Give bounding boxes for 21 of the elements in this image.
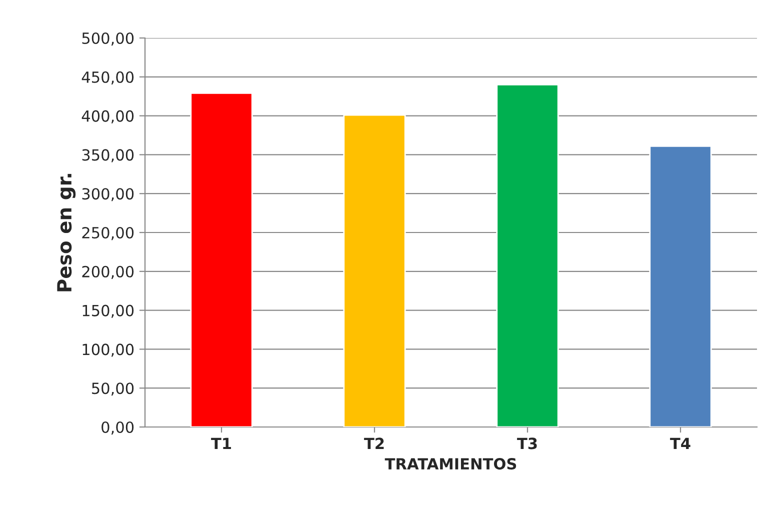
x-tick-label: T4 <box>670 438 690 450</box>
y-tick-label: 400,00 <box>82 110 134 124</box>
bar <box>649 145 712 427</box>
y-tick-label: 200,00 <box>82 266 134 279</box>
y-tick-label: 50,00 <box>92 382 134 396</box>
y-tick-label: 500,00 <box>82 32 134 46</box>
x-tick-label: T1 <box>211 438 231 450</box>
y-tick-label: 0,00 <box>102 421 134 435</box>
y-tick-label: 300,00 <box>82 188 134 202</box>
x-axis-title: TRATAMIENTOS <box>384 458 516 470</box>
y-tick-label: 100,00 <box>82 344 134 357</box>
bar <box>190 92 253 427</box>
bar <box>496 84 559 427</box>
y-axis-title: Peso en gr. <box>57 174 76 292</box>
x-tick-label: T2 <box>364 438 384 450</box>
y-tick-label: 350,00 <box>82 149 134 162</box>
y-tick-label: 250,00 <box>82 226 134 240</box>
y-tick-label: 450,00 <box>82 71 134 84</box>
x-tick-label: T3 <box>517 438 537 450</box>
y-tick-label: 150,00 <box>82 304 134 318</box>
bar <box>343 114 406 427</box>
